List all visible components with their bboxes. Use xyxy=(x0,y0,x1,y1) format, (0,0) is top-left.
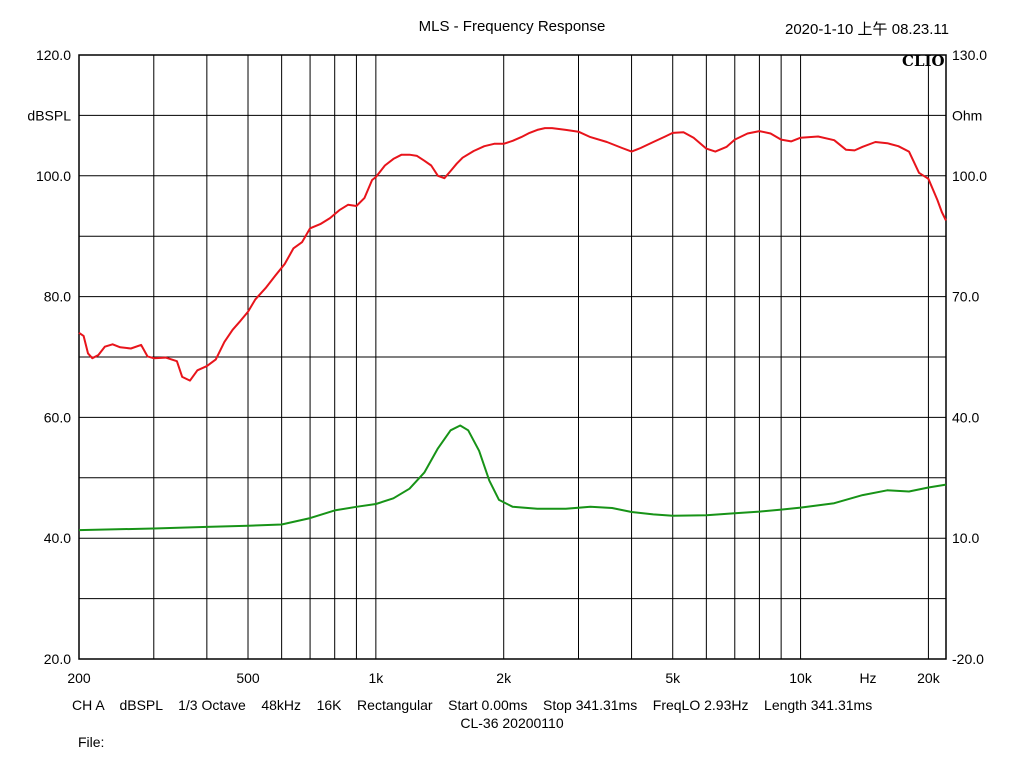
chart-title: MLS - Frequency Response xyxy=(418,18,606,35)
plot-frame xyxy=(78,54,947,660)
y-left-tick-label: 100.0 xyxy=(36,168,71,184)
y-right-tick-label: 100.0 xyxy=(952,168,987,184)
file-label: File: xyxy=(78,734,105,750)
y-right-tick-label: 40.0 xyxy=(952,409,979,425)
y-right-tick-label: -20.0 xyxy=(952,651,984,667)
y-left-tick-label: 20.0 xyxy=(44,651,71,667)
y-left-tick-label: 40.0 xyxy=(44,530,71,546)
y-right-tick-label: 130.0 xyxy=(952,47,987,63)
x-unit-label: Hz xyxy=(859,670,876,686)
y-left-axis-label: dBSPL xyxy=(27,107,71,123)
y-left-tick-label: 80.0 xyxy=(44,289,71,305)
brand-logo: CLIO xyxy=(902,52,945,70)
y-left-tick-label: 120.0 xyxy=(36,47,71,63)
x-tick-label: 200 xyxy=(67,670,91,686)
spl-curve xyxy=(78,127,947,382)
x-tick-label: 20k xyxy=(917,670,941,686)
timestamp: 2020-1-10 上午 08.23.11 xyxy=(785,21,949,38)
y-right-tick-label: 10.0 xyxy=(952,530,979,546)
impedance-curve xyxy=(78,424,947,532)
y-left-tick-label: 60.0 xyxy=(44,409,71,425)
x-tick-label: 10k xyxy=(789,670,813,686)
y-right-axis-label: Ohm xyxy=(952,107,982,123)
y-right-tick-label: 70.0 xyxy=(952,289,979,305)
measurement-id: CL-36 20200110 xyxy=(460,715,564,731)
x-tick-label: 2k xyxy=(496,670,512,686)
x-tick-label: 500 xyxy=(236,670,260,686)
x-tick-label: 5k xyxy=(665,670,681,686)
x-tick-label: 1k xyxy=(368,670,384,686)
measurement-info: CH A dBSPL 1/3 Octave 48kHz 16K Rectangu… xyxy=(72,697,873,713)
